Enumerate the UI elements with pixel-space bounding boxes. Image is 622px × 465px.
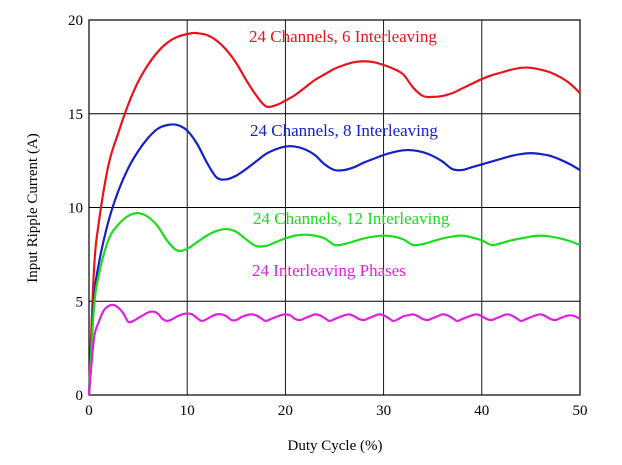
grid [89,20,580,395]
series-label-6-interleaving: 24 Channels, 6 Interleaving [249,27,437,46]
series-line-8-interleaving [87,123,581,396]
y-tick-label: 20 [68,13,83,29]
y-tick-label: 0 [76,388,84,404]
x-tick-label: 30 [376,403,391,419]
x-axis-title: Duty Cycle (%) [288,438,383,454]
plot-frame [88,19,581,396]
series-label-24-phases: 24 Interleaving Phases [252,261,406,280]
series-label-12-interleaving: 24 Channels, 12 Interleaving [253,209,450,228]
series-line-12-interleaving [87,212,581,396]
series-line-24-phases [87,303,581,396]
series-lines [87,31,581,396]
series-label-8-interleaving: 24 Channels, 8 Interleaving [250,121,438,140]
series-line-6-interleaving [87,31,581,396]
y-axis-title: Input Ripple Current (A) [25,133,41,283]
x-tick-label: 0 [85,403,93,419]
x-tick-label: 10 [180,403,195,419]
x-tick-label: 40 [474,403,489,419]
y-tick-label: 10 [68,201,83,217]
x-tick-label: 20 [278,403,293,419]
y-tick-label: 15 [68,107,83,123]
y-tick-label: 5 [76,294,84,310]
tick-labels: 0 10 20 30 40 50 0 5 10 15 20 [68,13,588,419]
x-tick-label: 50 [573,403,588,419]
